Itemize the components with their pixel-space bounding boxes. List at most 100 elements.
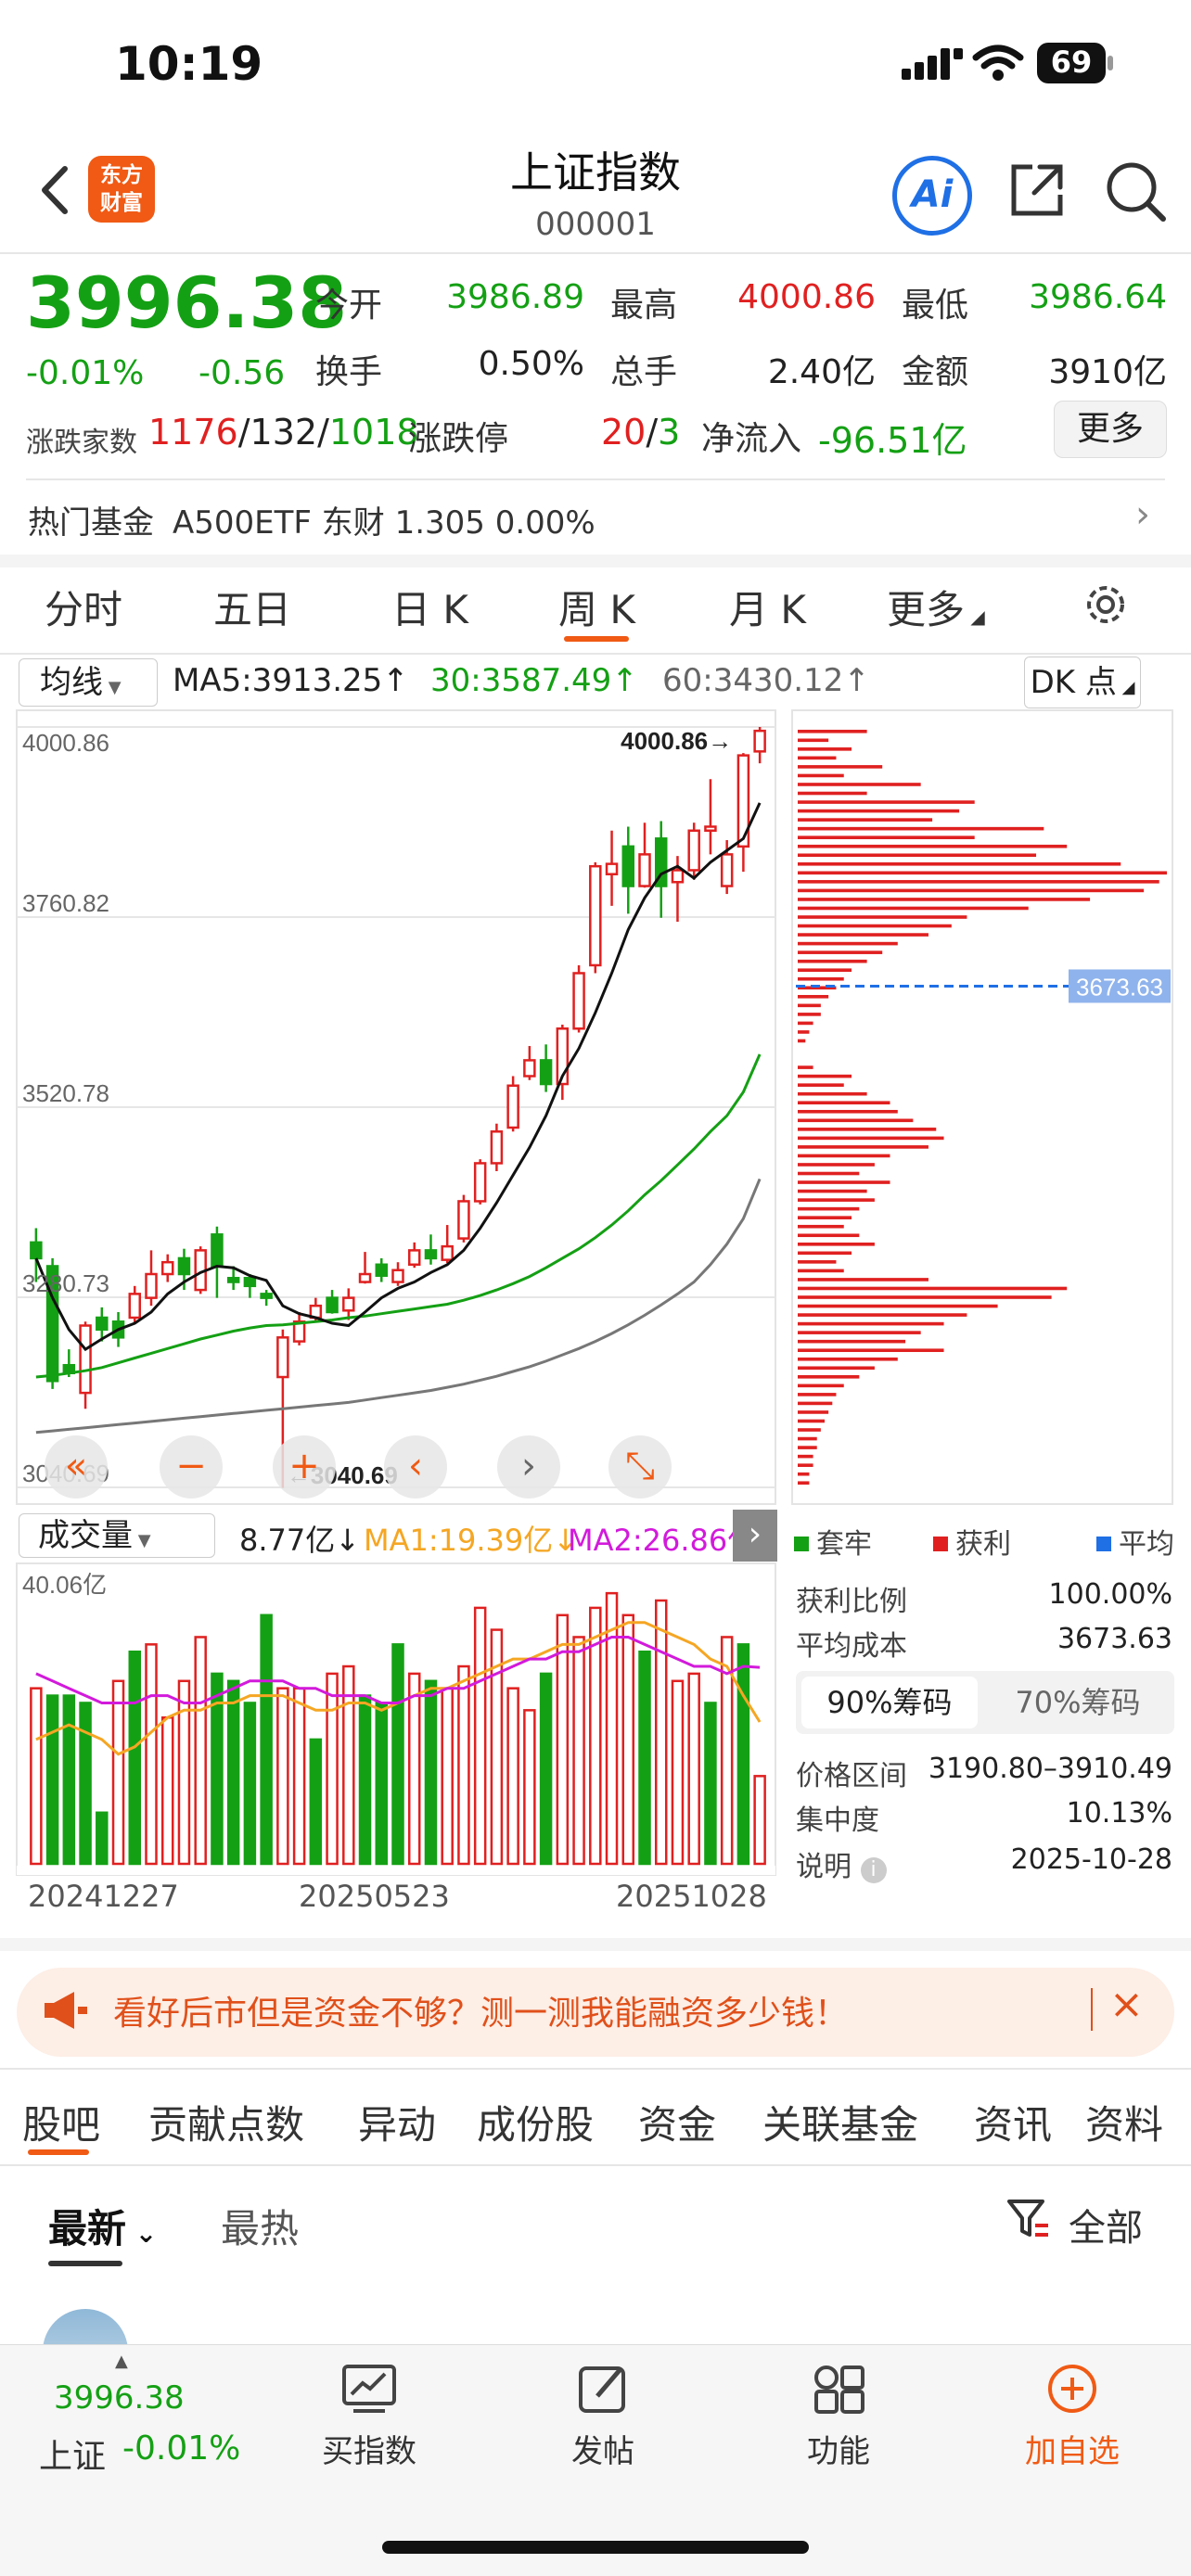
search-icon[interactable] [1104,159,1169,224]
candle-body [539,1059,553,1086]
scroll-right-button[interactable]: › [497,1435,560,1498]
chip-bar [798,1295,1052,1299]
info-icon[interactable]: i [860,1857,887,1883]
tab-guba[interactable]: 股吧 [22,2102,101,2148]
tab-more[interactable]: 更多 ◢ [887,587,985,632]
chip-bar [798,1339,906,1344]
tab-constituents[interactable]: 成份股 [477,2102,595,2148]
volume-bar [506,1687,519,1866]
tab-profile[interactable]: 资料 [1085,2102,1164,2148]
chip-bar [798,1348,944,1353]
candle-body [621,845,635,887]
zoom-in-button[interactable]: + [273,1435,336,1498]
chip-bar [798,844,1068,848]
chevron-up-icon[interactable]: ▲ [115,2352,128,2371]
tab-contribution[interactable]: 贡献点数 [148,2102,305,2148]
dk-point-button[interactable]: DK 点 ◢ [1024,657,1141,708]
candle-body [457,1200,470,1240]
volume-bar [326,1672,339,1866]
candle-body [556,1027,570,1086]
profit-ratio-value: 100.00% [1048,1578,1172,1611]
active-content-tab-indicator [28,2149,89,2155]
filter-icon[interactable] [1005,2196,1052,2242]
indicator-select[interactable]: 均线 ▼ [19,658,158,707]
volume-bar [687,1672,700,1866]
limit-label: 涨跌停 [408,420,509,458]
high-value: 4000.86 [737,278,876,316]
more-quote-button[interactable]: 更多 [1054,401,1167,458]
ai-assistant-icon[interactable]: Ai [892,156,972,236]
scroll-left-fast-button[interactable]: « [45,1435,108,1498]
chip-bar [798,1065,813,1069]
promo-text[interactable]: 看好后市但是资金不够？测一测我能融资多少钱！ [113,1995,849,2033]
note-label[interactable]: 说明 i [796,1843,887,1884]
chip-distribution-chart: 3673.63 [791,709,1173,1505]
tab-intraday[interactable]: 分时 [45,587,123,632]
tab-chip-70[interactable]: 70%筹码 [1015,1685,1141,1720]
volume-chart[interactable]: 40.06亿 [15,1562,777,1877]
turnover-value: 0.50% [478,345,584,383]
collapse-panel-button[interactable]: › [733,1510,777,1562]
ma30-readout: 30:3587.49↑ [430,662,638,699]
volume-bar [589,1606,602,1866]
chip-bar [798,968,852,973]
zoom-out-button[interactable]: − [160,1435,223,1498]
volume-bar [441,1687,454,1866]
tab-capital[interactable]: 资金 [638,2102,717,2148]
tab-monthly-k[interactable]: 月 K [729,587,806,632]
tab-weekly-k[interactable]: 周 K [558,587,635,632]
turnover-label: 换手 [315,353,383,391]
ma60-line [35,1178,762,1435]
bottom-toolbar [0,2344,1191,2576]
add-circle-icon [1048,2365,1096,2413]
close-icon[interactable]: × [1109,1981,1144,2028]
candle-body [226,1277,240,1283]
grid-icon [814,2366,864,2414]
filter-all[interactable]: 全部 [1069,2207,1143,2250]
volume-bar [407,1672,421,1866]
candle-body [671,869,685,884]
buy-index-button[interactable]: 买指数 [295,2363,443,2471]
volume-bar [539,1672,553,1866]
scroll-left-button[interactable]: ‹ [384,1435,447,1498]
promo-banner[interactable] [17,1968,1174,2057]
volume-label: 总手 [610,353,678,391]
note-date: 2025-10-28 [1010,1843,1172,1876]
legend-average: 平均 [1096,1521,1174,1562]
volume-bar [572,1636,585,1866]
chip-bar [798,1251,852,1256]
tab-movements[interactable]: 异动 [358,2102,437,2148]
back-icon[interactable] [28,158,83,223]
bottom-index-price[interactable]: 3996.38 [54,2379,185,2417]
candle-body [292,1320,306,1343]
kline-chart[interactable]: 4000.863760.823520.783280.733040.694000.… [15,708,777,1506]
chip-bar [798,1331,921,1334]
candle-body [490,1130,504,1165]
functions-button[interactable]: 功能 [764,2363,913,2471]
candle-body [30,1241,43,1260]
volume-bar [30,1687,43,1866]
tab-news[interactable]: 资讯 [974,2102,1053,2148]
sort-hot[interactable]: 最热 [221,2206,300,2251]
avatar[interactable] [43,2309,128,2346]
bottom-index-label[interactable]: 上证 [39,2438,107,2476]
share-icon[interactable] [1006,159,1068,221]
tab-related-funds[interactable]: 关联基金 [762,2102,919,2148]
candle-body [704,825,717,833]
fullscreen-button[interactable]: ⤡ [608,1435,672,1498]
volume-bar [276,1687,289,1866]
post-button[interactable]: 发帖 [529,2363,677,2471]
bottom-index-change[interactable]: -0.01% [122,2429,241,2468]
y-tick-label: 3520.78 [22,1079,109,1107]
sort-latest[interactable]: 最新 ⌄ [48,2206,158,2251]
sub-indicator-select[interactable]: 成交量 ▼ [19,1513,215,1558]
volume-ma2-line [35,1636,761,1704]
tab-five-day[interactable]: 五日 [213,587,292,632]
chip-bar [798,1128,937,1131]
volume-bar [194,1636,207,1866]
gear-icon[interactable] [1082,580,1130,629]
chip-bar [798,738,829,743]
tab-chip-90[interactable]: 90%筹码 [801,1677,978,1728]
tab-daily-k[interactable]: 日 K [391,587,468,632]
add-watchlist-button[interactable]: 加自选 [998,2363,1146,2471]
